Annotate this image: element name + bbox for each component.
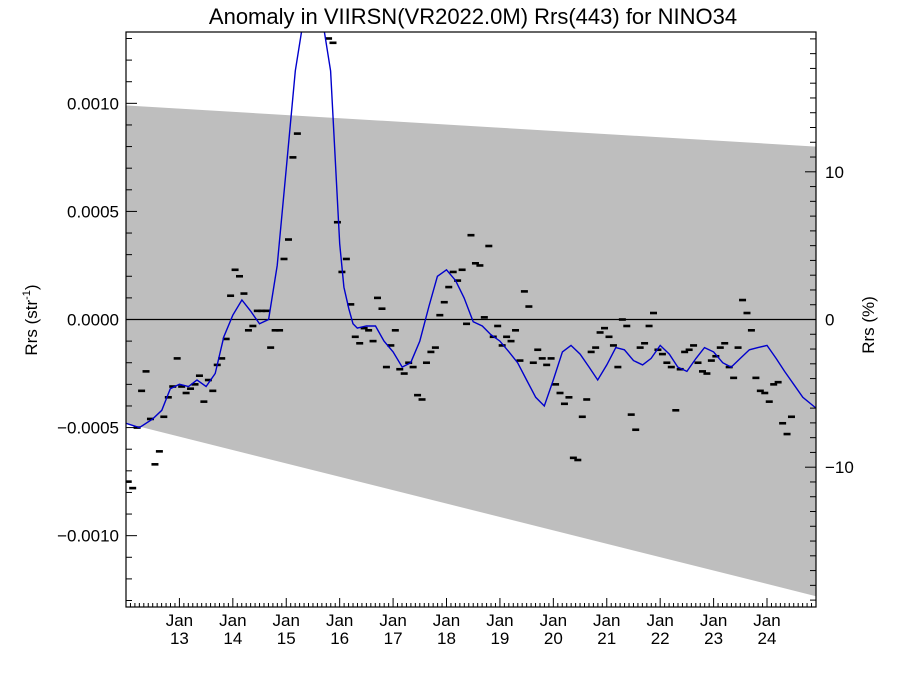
x-tick-label-month: Jan xyxy=(166,611,193,630)
x-tick-label-month: Jan xyxy=(326,611,353,630)
y-tick-label: −0.0005 xyxy=(57,419,119,438)
x-tick-label-year: 13 xyxy=(170,629,189,648)
data-points-layer xyxy=(126,37,795,490)
y-axis-label-text: Rrs (str xyxy=(22,300,41,356)
x-tick-label-year: 24 xyxy=(758,629,777,648)
axis-ticks-layer xyxy=(126,37,816,607)
x-tick-label-year: 22 xyxy=(651,629,670,648)
tick-labels-layer: Jan13Jan14Jan15Jan16Jan17Jan18Jan19Jan20… xyxy=(57,94,854,648)
y2-tick-label: 10 xyxy=(825,163,844,182)
y-tick-label: 0.0005 xyxy=(67,202,119,221)
y2-axis-label: Rrs (%) xyxy=(859,296,878,354)
x-tick-label-year: 23 xyxy=(704,629,723,648)
x-tick-label-year: 18 xyxy=(437,629,456,648)
x-tick-label-year: 19 xyxy=(490,629,509,648)
uncertainty-band xyxy=(126,105,816,597)
x-tick-label-month: Jan xyxy=(379,611,406,630)
uncertainty-band-layer xyxy=(126,105,816,597)
y-axis-label: Rrs (str-1) xyxy=(21,284,41,355)
x-tick-label-year: 20 xyxy=(544,629,563,648)
x-tick-label-month: Jan xyxy=(593,611,620,630)
x-tick-label-month: Jan xyxy=(219,611,246,630)
x-tick-label-month: Jan xyxy=(646,611,673,630)
y-tick-label: 0.0000 xyxy=(67,311,119,330)
x-tick-label-year: 15 xyxy=(277,629,296,648)
y2-tick-label: −10 xyxy=(825,458,854,477)
x-tick-label-year: 16 xyxy=(330,629,349,648)
smoothed-series-line xyxy=(126,32,816,429)
x-tick-label-month: Jan xyxy=(486,611,513,630)
x-tick-label-month: Jan xyxy=(540,611,567,630)
y2-tick-label: 0 xyxy=(825,311,834,330)
x-tick-label-year: 17 xyxy=(384,629,403,648)
x-tick-label-year: 21 xyxy=(597,629,616,648)
y-tick-label: −0.0010 xyxy=(57,527,119,546)
x-tick-label-month: Jan xyxy=(753,611,780,630)
chart-title: Anomaly in VIIRSN(VR2022.0M) Rrs(443) fo… xyxy=(209,4,737,29)
x-tick-label-month: Jan xyxy=(433,611,460,630)
smoothed-line-layer xyxy=(126,32,816,429)
y-axis-label-superscript: -1 xyxy=(21,290,33,300)
y-axis-label-close: ) xyxy=(22,284,41,290)
x-tick-label-month: Jan xyxy=(273,611,300,630)
x-tick-label-year: 14 xyxy=(223,629,242,648)
x-tick-label-month: Jan xyxy=(700,611,727,630)
y-tick-label: 0.0010 xyxy=(67,94,119,113)
